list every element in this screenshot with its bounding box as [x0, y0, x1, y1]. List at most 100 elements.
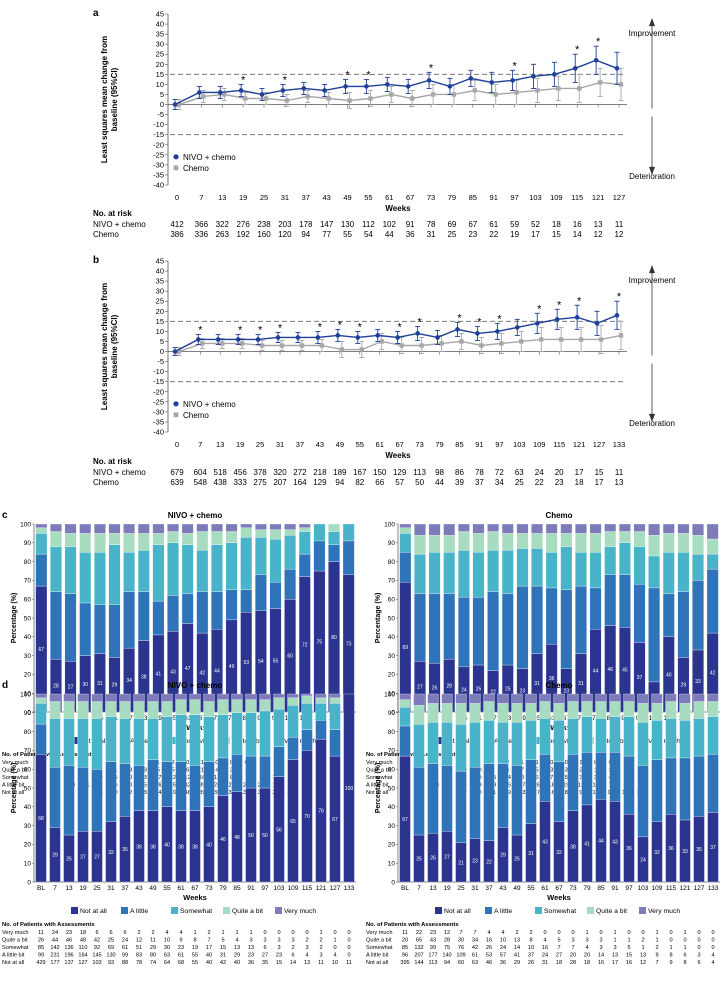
table-cell: 3	[599, 945, 602, 951]
bar-segment	[483, 763, 495, 841]
bar-segment	[501, 550, 514, 594]
table-cell: 1	[579, 760, 582, 766]
table-row-label: Not at all	[366, 960, 388, 966]
bar-segment	[692, 523, 704, 536]
table-cell: 5	[535, 768, 538, 774]
significance-asterisk: *	[338, 319, 343, 331]
table-cell: 4	[333, 953, 336, 959]
bar-segment	[455, 693, 467, 704]
risk-table-cell: 12	[615, 230, 624, 239]
bar-segment	[567, 701, 579, 719]
bar-segment	[399, 699, 411, 708]
table-cell: 6	[697, 960, 700, 966]
y-tick-label: -15	[153, 377, 164, 386]
table-cell: 6	[123, 930, 126, 936]
nivo-point	[531, 74, 536, 79]
y-tick-label: 30	[156, 287, 164, 296]
risk-table-cell: 412	[170, 220, 184, 229]
table-cell: 1	[627, 938, 630, 944]
y-tick-label: 30	[388, 653, 396, 660]
x-tick-label: 73	[427, 193, 435, 202]
table-cell: 140	[442, 953, 451, 959]
y-tick-label: 0	[160, 347, 164, 356]
legend-label: Not at all	[80, 908, 107, 915]
y-tick-label: 10	[156, 327, 164, 336]
bar-segment	[399, 552, 412, 583]
table-cell: 19	[192, 945, 198, 951]
bar-segment	[633, 584, 646, 643]
y-tick-label: 15	[156, 70, 164, 79]
bar-segment	[301, 693, 313, 697]
bar-segment	[133, 718, 145, 766]
table-cell: 0	[347, 938, 350, 944]
bar-segment	[567, 693, 579, 702]
table-cell: 15	[220, 945, 226, 951]
bar-segment	[259, 693, 271, 700]
risk-table-cell: 456	[233, 468, 247, 477]
table-cell: 1	[333, 938, 336, 944]
x-tick-label: 127	[694, 885, 705, 892]
y-tick-label: 0	[391, 709, 395, 716]
bar-segment	[545, 587, 558, 645]
risk-table-cell: 55	[343, 230, 352, 239]
x-tick-label: 127	[613, 193, 626, 202]
table-cell: 109	[456, 953, 465, 959]
bar-segment	[414, 523, 426, 536]
table-cell: 99	[430, 945, 436, 951]
bar-segment	[472, 597, 485, 666]
significance-asterisk: *	[512, 60, 517, 72]
bar-data-label: 67	[39, 647, 45, 653]
bar-segment	[35, 693, 47, 698]
nivo-point	[415, 331, 420, 336]
table-cell: 23	[248, 953, 254, 959]
panel-label: c	[2, 510, 8, 521]
bar-segment	[679, 693, 691, 704]
x-tick-label: 103	[529, 193, 542, 202]
risk-table-cell: 98	[435, 468, 444, 477]
bar-segment	[487, 550, 499, 592]
bar-segment	[94, 604, 106, 654]
chemo-point	[472, 88, 478, 93]
table-row-label: A little bit	[366, 783, 389, 789]
table-cell: 36	[248, 960, 254, 966]
bar-segment	[595, 752, 607, 800]
table-cell: 11	[38, 930, 44, 936]
table-cell: 10	[332, 960, 338, 966]
bar-data-label: 56	[276, 827, 282, 833]
table-cell: 3	[263, 938, 266, 944]
table-cell: 20	[584, 953, 590, 959]
table-cell: 1	[613, 930, 616, 936]
bar-data-label: 25	[476, 687, 482, 693]
table-cell: 48	[80, 938, 86, 944]
bar-segment	[298, 531, 311, 555]
bar-segment	[123, 533, 135, 553]
bar-segment	[35, 553, 48, 587]
bar-segment	[167, 531, 179, 543]
bar-segment	[413, 723, 425, 768]
bar-data-label: 73	[346, 641, 352, 647]
chemo-point	[176, 349, 182, 354]
table-header: No. of Patients with Assessments	[2, 752, 95, 758]
y-tick-label: 40	[156, 267, 164, 276]
bar-segment	[589, 552, 602, 589]
x-tick-label: 61	[548, 715, 556, 722]
bar-segment	[707, 754, 719, 813]
table-cell: 20	[402, 938, 408, 944]
table-cell: 85	[38, 945, 44, 951]
bar-segment	[255, 529, 267, 538]
x-tick-label: 79	[435, 440, 443, 449]
table-cell: 7	[207, 938, 210, 944]
x-tick-label: 55	[163, 885, 171, 892]
bar-segment	[287, 737, 299, 760]
bar-segment	[619, 531, 631, 543]
bar-segment	[175, 761, 187, 811]
bar-segment	[399, 533, 412, 553]
bar-data-label: 29	[500, 853, 506, 859]
table-cell: 61	[472, 953, 478, 959]
table-cell: 0	[697, 938, 700, 944]
table-cell: 13	[248, 945, 254, 951]
bar-segment	[108, 523, 121, 534]
table-cell: 75	[444, 945, 450, 951]
y-tick-label: 40	[24, 634, 32, 641]
legend-label: Somewhat	[544, 908, 576, 915]
